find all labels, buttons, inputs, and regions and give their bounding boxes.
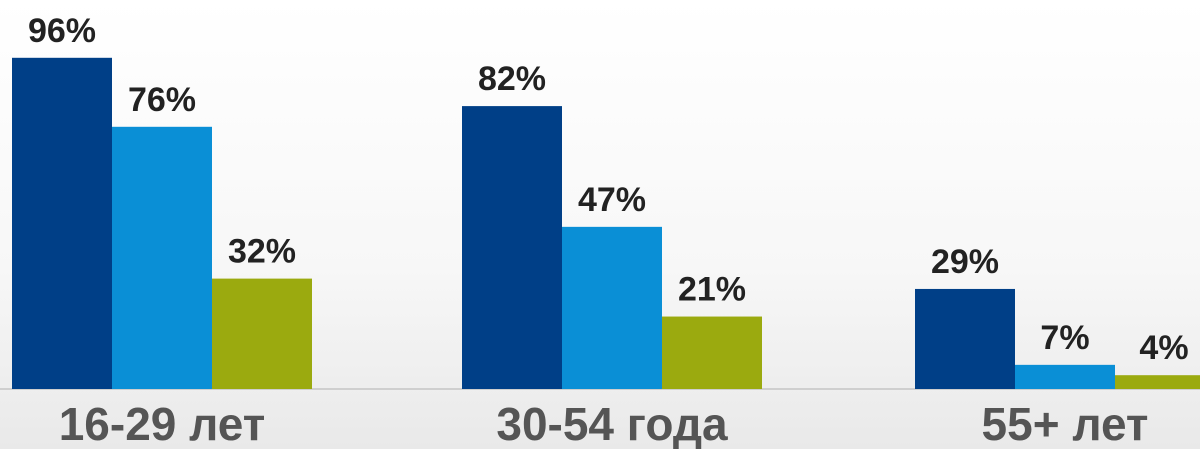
- bar-1-2: [662, 316, 762, 389]
- value-label-2-2: 4%: [1139, 329, 1188, 367]
- bars-group: [12, 57, 1200, 390]
- bar-1-1: [562, 226, 662, 389]
- category-labels-group: 16-29 лет 30-54 года 55+ лет: [59, 398, 1149, 449]
- value-label-0-1: 76%: [128, 81, 196, 119]
- bar-0-0: [12, 57, 112, 390]
- value-label-0-2: 32%: [228, 233, 296, 271]
- bar-0-2: [212, 278, 312, 389]
- value-labels-group: 96% 76% 32% 82% 47% 21% 29% 7% 4%: [28, 12, 1189, 367]
- value-label-1-2: 21%: [678, 271, 746, 309]
- category-label-1: 30-54 года: [496, 398, 728, 449]
- bar-2-2: [1115, 375, 1200, 389]
- bar-2-0: [915, 288, 1015, 389]
- category-label-2: 55+ лет: [982, 398, 1149, 449]
- category-label-0: 16-29 лет: [59, 398, 266, 449]
- value-label-2-0: 29%: [931, 243, 999, 281]
- value-label-2-1: 7%: [1040, 319, 1089, 357]
- value-label-0-0: 96%: [28, 12, 96, 50]
- bar-1-0: [462, 106, 562, 389]
- value-label-1-1: 47%: [578, 181, 646, 219]
- bar-0-1: [112, 126, 212, 390]
- value-label-1-0: 82%: [478, 60, 546, 98]
- bar-2-1: [1015, 364, 1115, 389]
